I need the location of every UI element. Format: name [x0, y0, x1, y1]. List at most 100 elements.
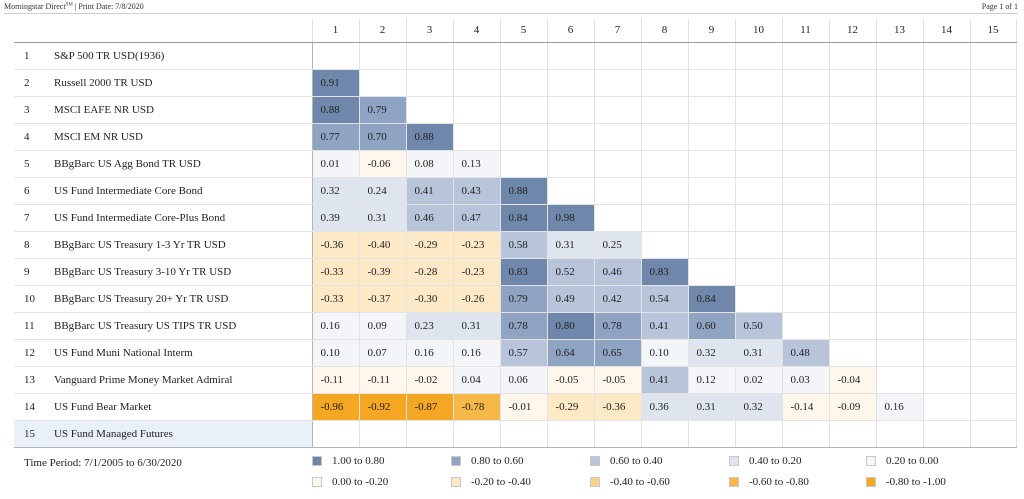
column-header: 12 [829, 18, 876, 43]
empty-cell [829, 70, 876, 97]
correlation-cell: -0.23 [453, 259, 500, 286]
correlation-cell: 0.54 [641, 286, 688, 313]
empty-cell [735, 421, 782, 448]
empty-cell [970, 259, 1016, 286]
empty-cell [782, 70, 829, 97]
correlation-cell: -0.02 [406, 367, 453, 394]
row-number: 14 [14, 394, 46, 421]
empty-cell [923, 205, 970, 232]
table-row: 11 BBgBarc US Treasury US TIPS TR USD 0.16… [14, 313, 1016, 340]
legend-label: -0.40 to -0.60 [610, 476, 670, 488]
correlation-cell: 0.09 [359, 313, 406, 340]
correlation-cell: 0.25 [594, 232, 641, 259]
correlation-cell: 0.31 [735, 340, 782, 367]
correlation-cell: 0.91 [312, 70, 359, 97]
empty-cell [594, 43, 641, 70]
empty-cell [970, 124, 1016, 151]
empty-cell [547, 70, 594, 97]
correlation-cell: 0.46 [594, 259, 641, 286]
empty-cell [688, 70, 735, 97]
correlation-cell: 0.42 [594, 286, 641, 313]
empty-cell [735, 97, 782, 124]
legend-item: 0.40 to 0.20 [729, 455, 802, 467]
row-number: 8 [14, 232, 46, 259]
correlation-cell: -0.23 [453, 232, 500, 259]
legend-item: -0.20 to -0.40 [451, 476, 531, 488]
table-row: 13 Vanguard Prime Money Market Admiral -0.… [14, 367, 1016, 394]
empty-cell [970, 205, 1016, 232]
empty-cell [688, 205, 735, 232]
correlation-cell: 0.52 [547, 259, 594, 286]
column-header: 4 [453, 18, 500, 43]
empty-cell [406, 97, 453, 124]
correlation-cell: 0.47 [453, 205, 500, 232]
empty-cell [688, 421, 735, 448]
empty-cell [453, 97, 500, 124]
table-row: 14 US Fund Bear Market -0.96 -0.92 -0.87 -0.7… [14, 394, 1016, 421]
correlation-cell: 0.41 [406, 178, 453, 205]
empty-cell [688, 232, 735, 259]
empty-cell [876, 259, 923, 286]
row-number: 4 [14, 124, 46, 151]
empty-cell [876, 340, 923, 367]
empty-cell [500, 124, 547, 151]
row-name: US Fund Intermediate Core-Plus Bond [46, 205, 312, 232]
empty-cell [735, 124, 782, 151]
row-name: Vanguard Prime Money Market Admiral [46, 367, 312, 394]
table-row: 9 BBgBarc US Treasury 3-10 Yr TR USD -0.33… [14, 259, 1016, 286]
correlation-cell: -0.06 [359, 151, 406, 178]
empty-cell [594, 97, 641, 124]
empty-cell [641, 151, 688, 178]
row-name: BBgBarc US Treasury 1-3 Yr TR USD [46, 232, 312, 259]
legend-item: -0.40 to -0.60 [590, 476, 670, 488]
correlation-cell: 0.88 [500, 178, 547, 205]
column-header: 9 [688, 18, 735, 43]
empty-cell [782, 259, 829, 286]
empty-cell [923, 70, 970, 97]
correlation-cell: 0.65 [594, 340, 641, 367]
empty-cell [876, 178, 923, 205]
column-header: 14 [923, 18, 970, 43]
correlation-cell: 0.98 [547, 205, 594, 232]
empty-cell [876, 367, 923, 394]
empty-cell [876, 205, 923, 232]
empty-cell [923, 151, 970, 178]
empty-cell [876, 232, 923, 259]
correlation-cell: 0.50 [735, 313, 782, 340]
legend-label: 0.00 to -0.20 [332, 476, 388, 488]
row-name: MSCI EM NR USD [46, 124, 312, 151]
row-name: US Fund Muni National Interm [46, 340, 312, 367]
column-header: 6 [547, 18, 594, 43]
empty-cell [829, 340, 876, 367]
correlation-cell: 0.46 [406, 205, 453, 232]
correlation-cell: -0.40 [359, 232, 406, 259]
legend-swatch [312, 477, 322, 487]
empty-cell [782, 232, 829, 259]
correlation-cell: 0.84 [688, 286, 735, 313]
empty-cell [735, 43, 782, 70]
legend-label: 1.00 to 0.80 [332, 455, 385, 467]
empty-cell [500, 43, 547, 70]
empty-cell [829, 97, 876, 124]
correlation-cell: -0.78 [453, 394, 500, 421]
row-number: 1 [14, 43, 46, 70]
correlation-cell: -0.11 [312, 367, 359, 394]
service-mark: SM [66, 2, 73, 7]
empty-cell [735, 151, 782, 178]
correlation-cell: 0.04 [453, 367, 500, 394]
correlation-cell: 0.03 [782, 367, 829, 394]
empty-cell [735, 232, 782, 259]
empty-cell [641, 421, 688, 448]
correlation-cell: 0.10 [312, 340, 359, 367]
legend-label: 0.20 to 0.00 [886, 455, 939, 467]
empty-cell [782, 43, 829, 70]
empty-cell [641, 124, 688, 151]
correlation-cell: -0.33 [312, 259, 359, 286]
empty-cell [406, 43, 453, 70]
empty-cell [312, 43, 359, 70]
empty-cell [547, 97, 594, 124]
empty-cell [782, 97, 829, 124]
correlation-cell: 0.79 [359, 97, 406, 124]
correlation-cell: -0.11 [359, 367, 406, 394]
correlation-cell: 0.78 [500, 313, 547, 340]
